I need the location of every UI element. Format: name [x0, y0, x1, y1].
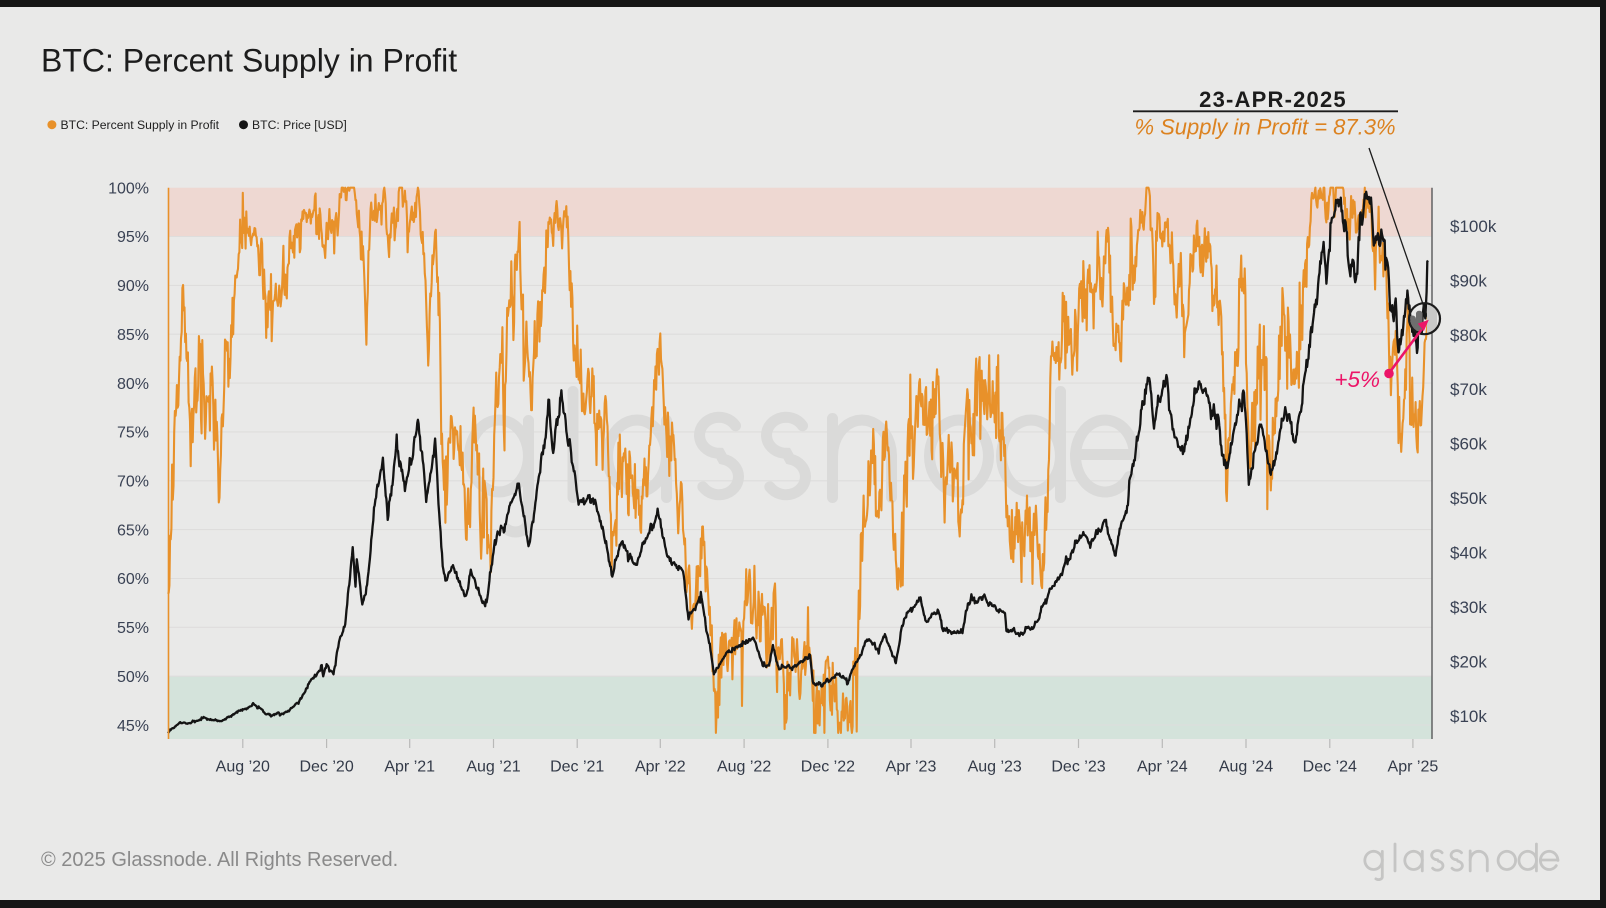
svg-text:$10k: $10k: [1450, 707, 1487, 726]
svg-text:$50k: $50k: [1450, 489, 1487, 508]
svg-text:$90k: $90k: [1450, 271, 1487, 290]
svg-text:$70k: $70k: [1450, 380, 1487, 399]
svg-text:50%: 50%: [117, 669, 149, 686]
svg-text:Aug ’24: Aug ’24: [1219, 759, 1273, 776]
svg-text:90%: 90%: [117, 278, 149, 295]
svg-text:Dec ’24: Dec ’24: [1303, 759, 1357, 776]
svg-text:Apr ’23: Apr ’23: [886, 759, 937, 776]
svg-text:80%: 80%: [117, 376, 149, 393]
svg-text:100%: 100%: [108, 180, 149, 197]
svg-text:Aug ’22: Aug ’22: [717, 759, 771, 776]
svg-text:55%: 55%: [117, 620, 149, 637]
svg-text:Aug ’23: Aug ’23: [968, 759, 1022, 776]
svg-text:BTC: Percent Supply in Profit: BTC: Percent Supply in Profit: [41, 43, 457, 79]
svg-text:65%: 65%: [117, 522, 149, 539]
svg-text:Apr ’22: Apr ’22: [635, 759, 686, 776]
svg-text:% Supply in Profit = 87.3%: % Supply in Profit = 87.3%: [1134, 114, 1395, 139]
svg-text:Dec ’20: Dec ’20: [299, 759, 353, 776]
svg-text:$100k: $100k: [1450, 217, 1497, 236]
svg-text:Dec ’23: Dec ’23: [1051, 759, 1105, 776]
svg-text:Dec ’22: Dec ’22: [801, 759, 855, 776]
svg-text:Aug ’21: Aug ’21: [466, 759, 520, 776]
svg-text:$20k: $20k: [1450, 653, 1487, 672]
svg-text:70%: 70%: [117, 474, 149, 491]
svg-text:BTC: Percent Supply in Profit: BTC: Percent Supply in Profit: [61, 118, 220, 132]
svg-text:$40k: $40k: [1450, 544, 1487, 563]
svg-text:Dec ’21: Dec ’21: [550, 759, 604, 776]
svg-text:$30k: $30k: [1450, 598, 1487, 617]
svg-text:75%: 75%: [117, 425, 149, 442]
svg-text:95%: 95%: [117, 229, 149, 246]
svg-text:Apr ’25: Apr ’25: [1388, 759, 1439, 776]
svg-text:Aug ’20: Aug ’20: [216, 759, 270, 776]
svg-text:Apr ’21: Apr ’21: [384, 759, 435, 776]
svg-text:23-APR-2025: 23-APR-2025: [1199, 87, 1347, 112]
svg-text:$80k: $80k: [1450, 326, 1487, 345]
svg-text:+5%: +5%: [1334, 367, 1380, 392]
svg-text:© 2025 Glassnode. All Rights R: © 2025 Glassnode. All Rights Reserved.: [41, 849, 398, 871]
svg-text:85%: 85%: [117, 327, 149, 344]
svg-text:45%: 45%: [117, 718, 149, 735]
svg-text:60%: 60%: [117, 571, 149, 588]
svg-text:Apr ’24: Apr ’24: [1137, 759, 1188, 776]
svg-text:BTC: Price [USD]: BTC: Price [USD]: [252, 118, 347, 132]
svg-text:$60k: $60k: [1450, 435, 1487, 454]
